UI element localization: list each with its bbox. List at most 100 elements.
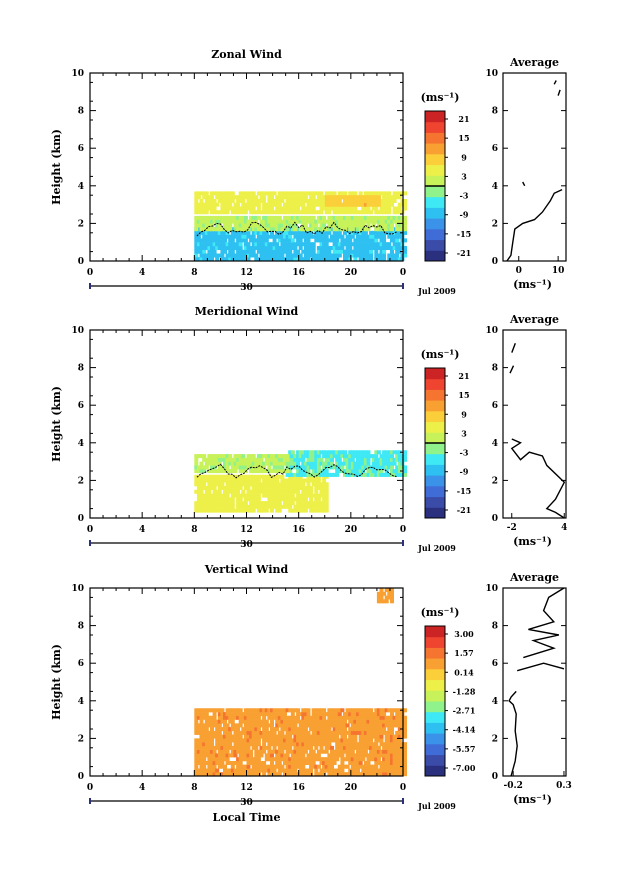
heatmap-cell-0 — [366, 730, 371, 735]
heatmap-cell-1 — [387, 461, 392, 466]
heatmap-cell-0 — [335, 730, 340, 735]
heatmap-cell-0 — [403, 727, 407, 732]
heatmap-cell-0 — [217, 719, 222, 724]
heatmap-cell-0 — [210, 738, 214, 743]
heatmap-cell-2 — [212, 461, 217, 466]
heatmap-cell-0 — [309, 761, 314, 765]
heatmap-cell-0 — [379, 768, 384, 773]
heatmap-cell-0 — [225, 708, 230, 713]
heatmap-cell-2 — [363, 191, 368, 196]
heatmap-cell-0 — [207, 238, 212, 243]
zero-contour — [196, 463, 397, 479]
heatmap-cell-2 — [249, 202, 254, 207]
heatmap-cell-0 — [309, 772, 314, 777]
heatmap-cell-0 — [343, 734, 347, 739]
heatmap-cell-0 — [194, 253, 199, 258]
heatmap-cell-2 — [277, 199, 282, 203]
heatmap-cell-0 — [199, 712, 204, 717]
heatmap-cell-0 — [319, 257, 324, 262]
heatmap-cell-0 — [309, 719, 314, 724]
heatmap-cell-2 — [207, 199, 212, 203]
heatmap-cell-0 — [243, 238, 248, 243]
heatmap-cell-0 — [241, 253, 246, 258]
heatmap-cell-0 — [254, 734, 259, 739]
heatmap-cell-0 — [332, 719, 337, 724]
heatmap-cell-0 — [262, 238, 267, 243]
colorbar-swatch — [425, 175, 445, 187]
heatmap-cell-0 — [283, 501, 287, 506]
colorbar-swatch — [425, 711, 445, 723]
heatmap-cell-3 — [356, 195, 360, 200]
heatmap-cell-0 — [322, 234, 327, 239]
heatmap-cell-0 — [301, 504, 306, 509]
heatmap-cell-0 — [293, 497, 298, 502]
heatmap-cell-0 — [395, 257, 400, 262]
heatmap-cell-2 — [254, 199, 259, 203]
heatmap-cell-0 — [335, 238, 340, 243]
heatmap-cell-0 — [387, 230, 392, 235]
heatmap-cell-1 — [316, 454, 321, 459]
heatmap-cell-0 — [280, 230, 285, 235]
y-axis-label: Height (km) — [50, 386, 63, 462]
heatmap-cell-2 — [309, 206, 314, 211]
heatmap-cell-0 — [303, 757, 308, 762]
heatmap-cell-2 — [264, 206, 269, 211]
heatmap-cell-0 — [382, 745, 387, 750]
heatmap-cell-0 — [270, 757, 274, 762]
heatmap-cell-1 — [343, 469, 347, 474]
heatmap-cell-2 — [207, 469, 212, 474]
heatmap-cell-0 — [277, 772, 282, 777]
heatmap-cell-0 — [319, 253, 324, 258]
heatmap-cell-0 — [249, 489, 254, 494]
heatmap-cell-0 — [288, 742, 293, 747]
heatmap-cell-0 — [353, 242, 358, 247]
heatmap-cell-0 — [230, 486, 235, 490]
heatmap-cell-0 — [285, 253, 290, 258]
heatmap-cell-1 — [343, 454, 347, 459]
heatmap-cell-2 — [199, 199, 204, 203]
heatmap-cell-0 — [343, 715, 347, 720]
colorbar-tick-label: -7.00 — [453, 763, 476, 773]
heatmap-cell-0 — [251, 745, 256, 750]
heatmap-cell-0 — [223, 474, 227, 479]
heatmap-cell-0 — [311, 246, 316, 250]
heatmap-cell-0 — [397, 712, 402, 717]
heatmap-cell-0 — [374, 764, 379, 769]
heatmap-cell-0 — [233, 753, 238, 758]
heatmap-cell-0 — [277, 753, 282, 758]
heatmap-cell-0 — [358, 230, 363, 235]
heatmap-cell-0 — [361, 745, 366, 750]
heatmap-cell-0 — [220, 482, 225, 487]
heatmap-cell-2 — [256, 454, 261, 459]
heatmap-cell-2 — [251, 195, 256, 200]
heatmap-cell-0 — [387, 742, 392, 747]
heatmap-cell-1 — [223, 227, 227, 232]
average-line-segment — [553, 80, 557, 85]
heatmap-cell-0 — [238, 246, 243, 250]
heatmap-cell-0 — [314, 723, 319, 728]
heatmap-cell-0 — [280, 753, 285, 758]
heatmap-cell-0 — [196, 257, 201, 262]
heatmap-cell-0 — [361, 734, 366, 739]
heatmap-cell-1 — [309, 461, 314, 466]
heatmap-cell-0 — [371, 715, 376, 720]
heatmap-cell-0 — [254, 753, 259, 758]
heatmap-cell-0 — [358, 708, 363, 713]
heatmap-cell-0 — [392, 734, 397, 739]
heatmap-cell-0 — [241, 249, 246, 254]
heatmap-cell-0 — [238, 257, 243, 262]
heatmap-cell-2 — [319, 199, 324, 203]
heatmap-cell-0 — [204, 768, 209, 773]
heatmap-cell-0 — [345, 745, 350, 750]
heatmap-cell-0 — [356, 742, 360, 747]
heatmap-cell-0 — [270, 482, 274, 487]
heatmap-cell-0 — [230, 738, 235, 743]
heatmap-cell-0 — [238, 753, 243, 758]
heatmap-cell-0 — [337, 230, 342, 235]
heatmap-cell-0 — [207, 742, 212, 747]
heatmap-cell-0 — [215, 242, 220, 247]
heatmap-cell-1 — [376, 472, 381, 477]
heatmap-cell-0 — [379, 715, 384, 720]
heatmap-cell-0 — [335, 230, 340, 235]
heatmap-cell-2 — [298, 199, 303, 203]
